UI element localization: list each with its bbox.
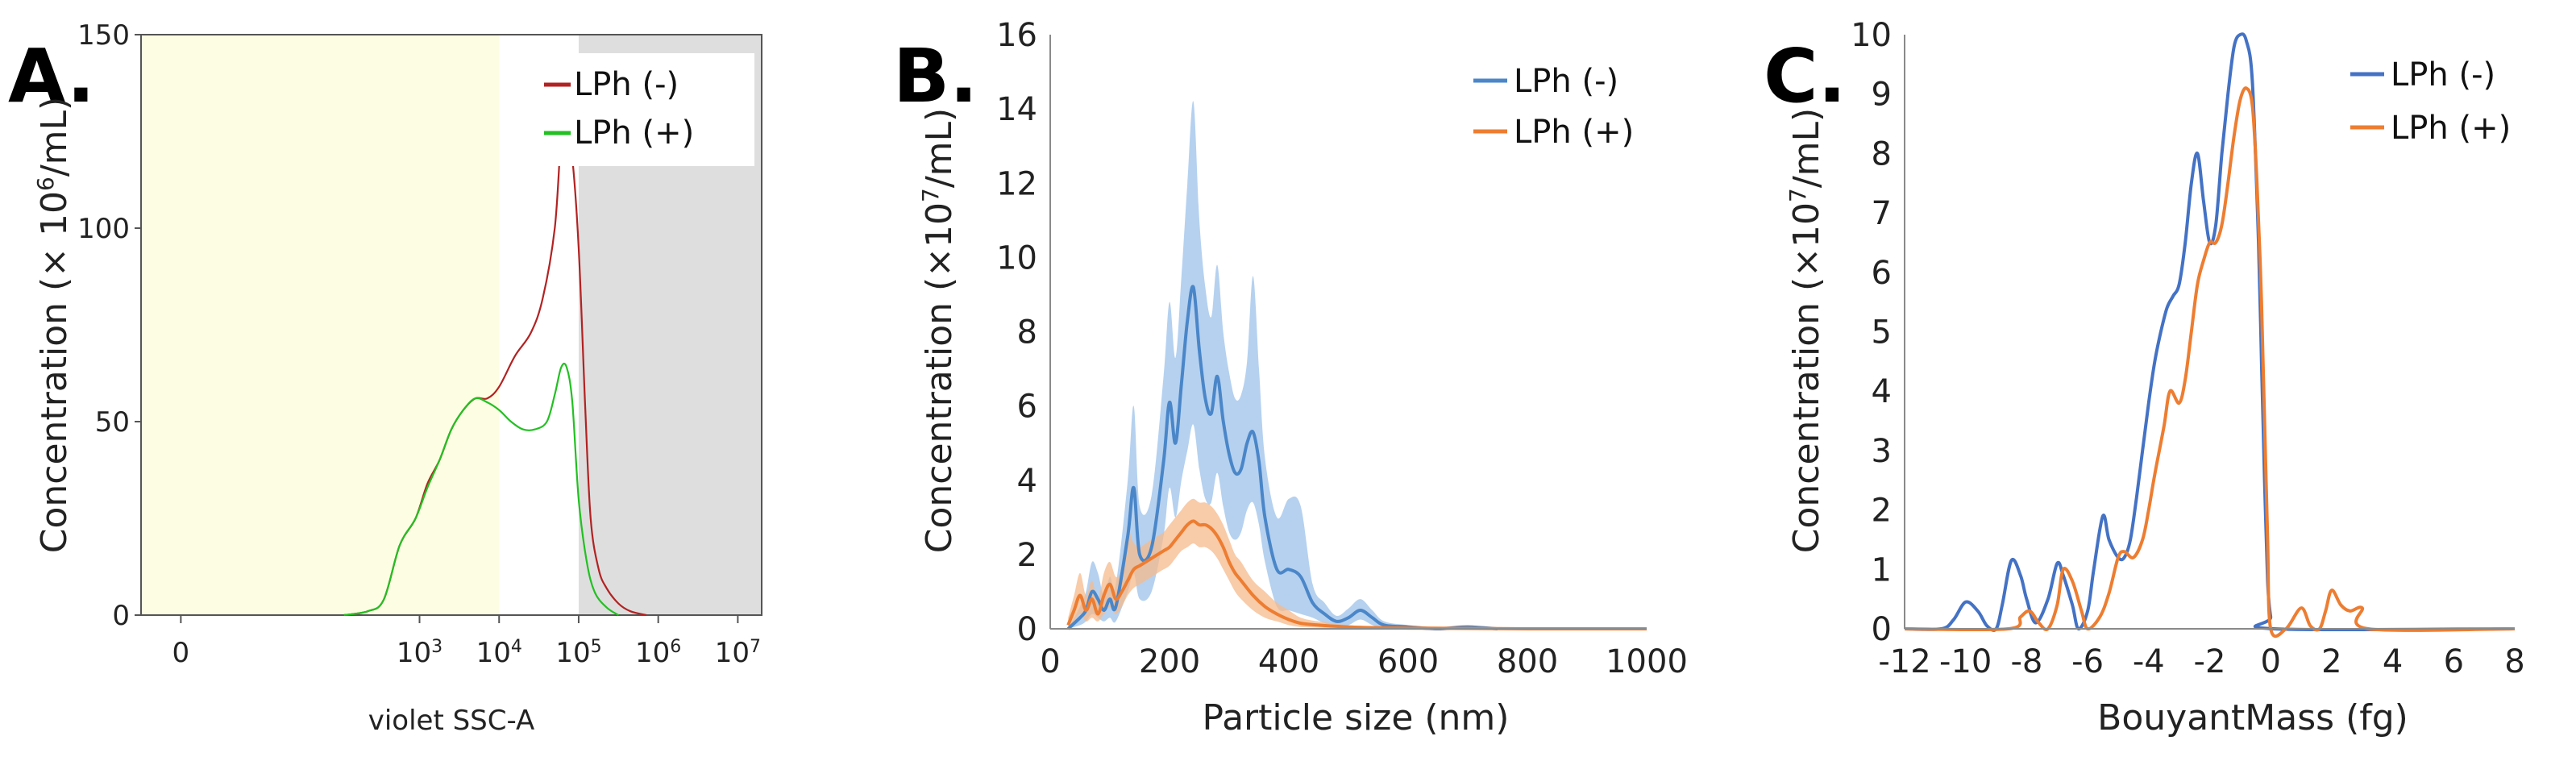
panel-c-xtick-label: 8	[2504, 643, 2524, 680]
panel-b-xlabel: Particle size (nm)	[1203, 697, 1510, 738]
panel-c-ytick-label: 5	[1872, 314, 1892, 351]
panel-c-letter: C.	[1764, 33, 1846, 119]
panel-c-ytick-label: 9	[1872, 77, 1892, 114]
panel-c-x-ticks: -12 -10 -8 -6 -4 -2 0 2 4 6 8	[1878, 643, 2524, 680]
panel-b-ytick-label: 6	[1017, 389, 1037, 426]
panel-b-ytick-label: 12	[996, 165, 1037, 202]
panel-b-xtick-label: 0	[1040, 643, 1060, 680]
panel-b: B. 0 2 4 6 8 10 12 14 16 0 200 400 600 800 1000 Parti…	[893, 17, 1688, 738]
panel-a-xtick-label: 107	[715, 637, 761, 670]
panel-b-series-lph-plus	[1066, 519, 1647, 631]
panel-b-y-ticks: 0 2 4 6 8 10 12 14 16	[996, 17, 1037, 648]
panel-c-y-ticks: 0 1 2 3 4 5 6 7 8 9 10	[1851, 17, 1892, 648]
panel-b-ytick-label: 10	[996, 239, 1037, 277]
panel-c-ylabel: Concentration (×107/mL)	[1785, 108, 1828, 553]
panel-c-xtick-label: -10	[1939, 643, 1992, 680]
panel-a-xtick-label: 106	[635, 637, 681, 670]
panel-b-ytick-label: 16	[996, 17, 1037, 54]
panel-b-legend-label-lph-minus: LPh (-)	[1514, 63, 1618, 100]
panel-c-xtick-label: -6	[2071, 643, 2104, 680]
panel-a-xtick-label: 103	[397, 637, 442, 670]
panel-b-ytick-label: 8	[1017, 314, 1037, 351]
panel-a: A. 0 50 100 150 0 103 104 105 106 107 violet SSC…	[8, 19, 762, 737]
panel-c-ytick-label: 3	[1872, 433, 1892, 470]
panel-a-series-lph-plus	[343, 362, 619, 617]
panel-c-xtick-label: -4	[2133, 643, 2165, 680]
panel-a-xtick-label: 0	[172, 637, 190, 669]
panel-a-ytick-label: 150	[77, 19, 130, 52]
panel-b-ylabel: Concentration (×107/mL)	[917, 108, 961, 553]
panel-c-xtick-label: 0	[2260, 643, 2280, 680]
panel-a-xtick-label: 105	[555, 637, 601, 670]
panel-b-series-lph-minus	[1066, 285, 1498, 630]
panel-b-bands	[1068, 101, 1647, 630]
panel-a-xtick-label: 104	[476, 637, 522, 670]
panel-c-ytick-label: 2	[1872, 493, 1892, 530]
panel-b-band-lph-minus	[1068, 101, 1498, 630]
panel-c-legend-label-lph-minus: LPh (-)	[2391, 56, 2495, 94]
panel-a-legend-box	[538, 53, 754, 166]
panel-b-letter: B.	[893, 33, 978, 119]
panel-c-ytick-label: 0	[1872, 611, 1892, 648]
panel-c-ytick-label: 4	[1872, 373, 1892, 410]
panel-a-ytick-label: 50	[95, 406, 130, 439]
panel-c-xtick-label: -12	[1878, 643, 1930, 680]
panel-c-legend-label-lph-plus: LPh (+)	[2391, 110, 2511, 147]
panel-b-ytick-label: 14	[996, 91, 1037, 128]
panel-a-ytick-label: 0	[112, 600, 130, 632]
panel-b-xtick-label: 200	[1139, 643, 1200, 680]
panel-b-legend: LPh (-) LPh (+)	[1473, 63, 1634, 151]
panel-c-ytick-label: 10	[1851, 17, 1892, 54]
panel-c-series	[1904, 32, 2516, 638]
panel-b-series	[1066, 285, 1647, 631]
panel-c: C. 0 1 2 3 4 5 6 7 8 9 10 -12 -10 -8 -6 -4 -2 0 2 4 6 8 Bouy…	[1764, 17, 2525, 738]
panel-b-xtick-label: 600	[1377, 643, 1439, 680]
panel-a-ytick-label: 100	[77, 213, 130, 245]
panel-a-low-gate	[141, 35, 500, 615]
panel-c-ytick-label: 7	[1872, 195, 1892, 232]
panel-a-legend-label-lph-minus: LPh (-)	[574, 66, 679, 103]
panel-b-ytick-label: 2	[1017, 537, 1037, 574]
panel-a-y-ticks: 0 50 100 150	[77, 19, 141, 632]
panel-b-xtick-label: 800	[1497, 643, 1558, 680]
panel-c-ytick-label: 8	[1872, 135, 1892, 173]
panel-c-xtick-label: 6	[2444, 643, 2464, 680]
panel-a-legend: LPh (-) LPh (+)	[538, 53, 754, 166]
panel-c-xlabel: BouyantMass (fg)	[2097, 697, 2408, 738]
panel-b-legend-label-lph-plus: LPh (+)	[1514, 114, 1634, 151]
panel-a-series	[343, 127, 647, 617]
panel-b-x-ticks: 0 200 400 600 800 1000	[1040, 643, 1688, 680]
panel-c-xtick-label: 2	[2321, 643, 2341, 680]
panel-c-ytick-label: 1	[1872, 551, 1892, 589]
panel-a-letter: A.	[8, 33, 95, 119]
panel-c-xtick-label: 4	[2383, 643, 2403, 680]
panel-a-frame	[140, 34, 762, 616]
panel-a-x-ticks: 0 103 104 105 106 107	[172, 615, 761, 669]
panel-c-xtick-label: -2	[2194, 643, 2226, 680]
panel-c-legend: LPh (-) LPh (+)	[2350, 56, 2511, 147]
panel-a-ylabel: Concentration (× 106/mL)	[32, 97, 76, 553]
panel-b-ytick-label: 4	[1017, 463, 1037, 500]
panel-a-legend-label-lph-plus: LPh (+)	[574, 114, 694, 152]
panel-c-ytick-label: 6	[1872, 255, 1892, 292]
panel-c-series-lph-plus	[1904, 86, 2516, 638]
panel-b-ytick-label: 0	[1017, 611, 1037, 648]
panel-c-xtick-label: -8	[2010, 643, 2042, 680]
panel-b-xtick-label: 400	[1258, 643, 1319, 680]
panel-b-xtick-label: 1000	[1606, 643, 1688, 680]
panel-a-xlabel: violet SSC-A	[368, 705, 535, 737]
